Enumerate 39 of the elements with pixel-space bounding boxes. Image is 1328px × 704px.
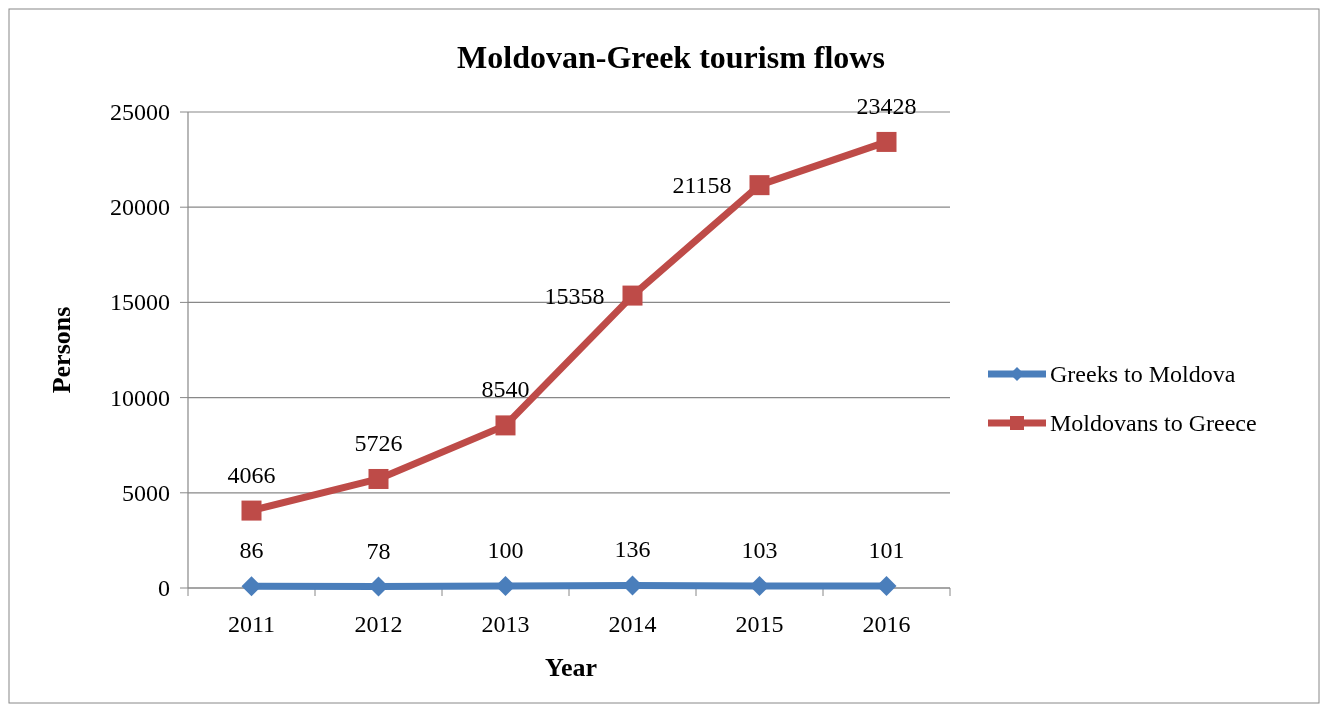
legend-label: Moldovans to Greece [1050, 410, 1257, 436]
point [368, 468, 389, 489]
y-tick-label: 0 [158, 575, 170, 601]
legend-label: Greeks to Moldova [1050, 361, 1236, 387]
data-label: 5726 [354, 429, 403, 456]
data-label: 136 [614, 536, 651, 563]
y-tick-label: 15000 [110, 289, 170, 316]
y-tick-label: 25000 [110, 99, 170, 125]
x-tick-label: 2012 [354, 611, 403, 637]
point [241, 500, 262, 521]
point [622, 285, 643, 306]
point [876, 576, 897, 597]
data-label: 100 [487, 537, 524, 564]
data-label: 21158 [672, 172, 732, 199]
x-tick-label: 2015 [735, 611, 784, 637]
data-label: 86 [239, 537, 264, 564]
x-tick-label: 2014 [608, 611, 657, 637]
point [876, 131, 897, 152]
data-label: 8540 [481, 376, 530, 403]
x-axis-title: Year [545, 653, 597, 682]
data-label: 23428 [856, 92, 917, 119]
data-label: 4066 [227, 461, 276, 488]
y-axis-title: Persons [47, 306, 76, 394]
data-label: 103 [741, 537, 778, 564]
data-label: 15358 [544, 282, 605, 309]
point [495, 415, 516, 436]
point [749, 175, 770, 196]
chart-title: Moldovan-Greek tourism flows [457, 39, 885, 75]
y-tick-label: 5000 [122, 479, 170, 506]
data-label: 78 [366, 537, 391, 564]
x-tick-label: 2013 [481, 611, 530, 637]
y-tick-label: 20000 [110, 194, 170, 221]
point [749, 576, 770, 597]
x-tick-label: 2016 [862, 611, 911, 637]
x-tick-label: 2011 [227, 611, 276, 637]
y-tick-label: 10000 [110, 384, 170, 411]
point [495, 576, 516, 597]
point [241, 576, 262, 597]
data-label: 101 [868, 537, 905, 564]
